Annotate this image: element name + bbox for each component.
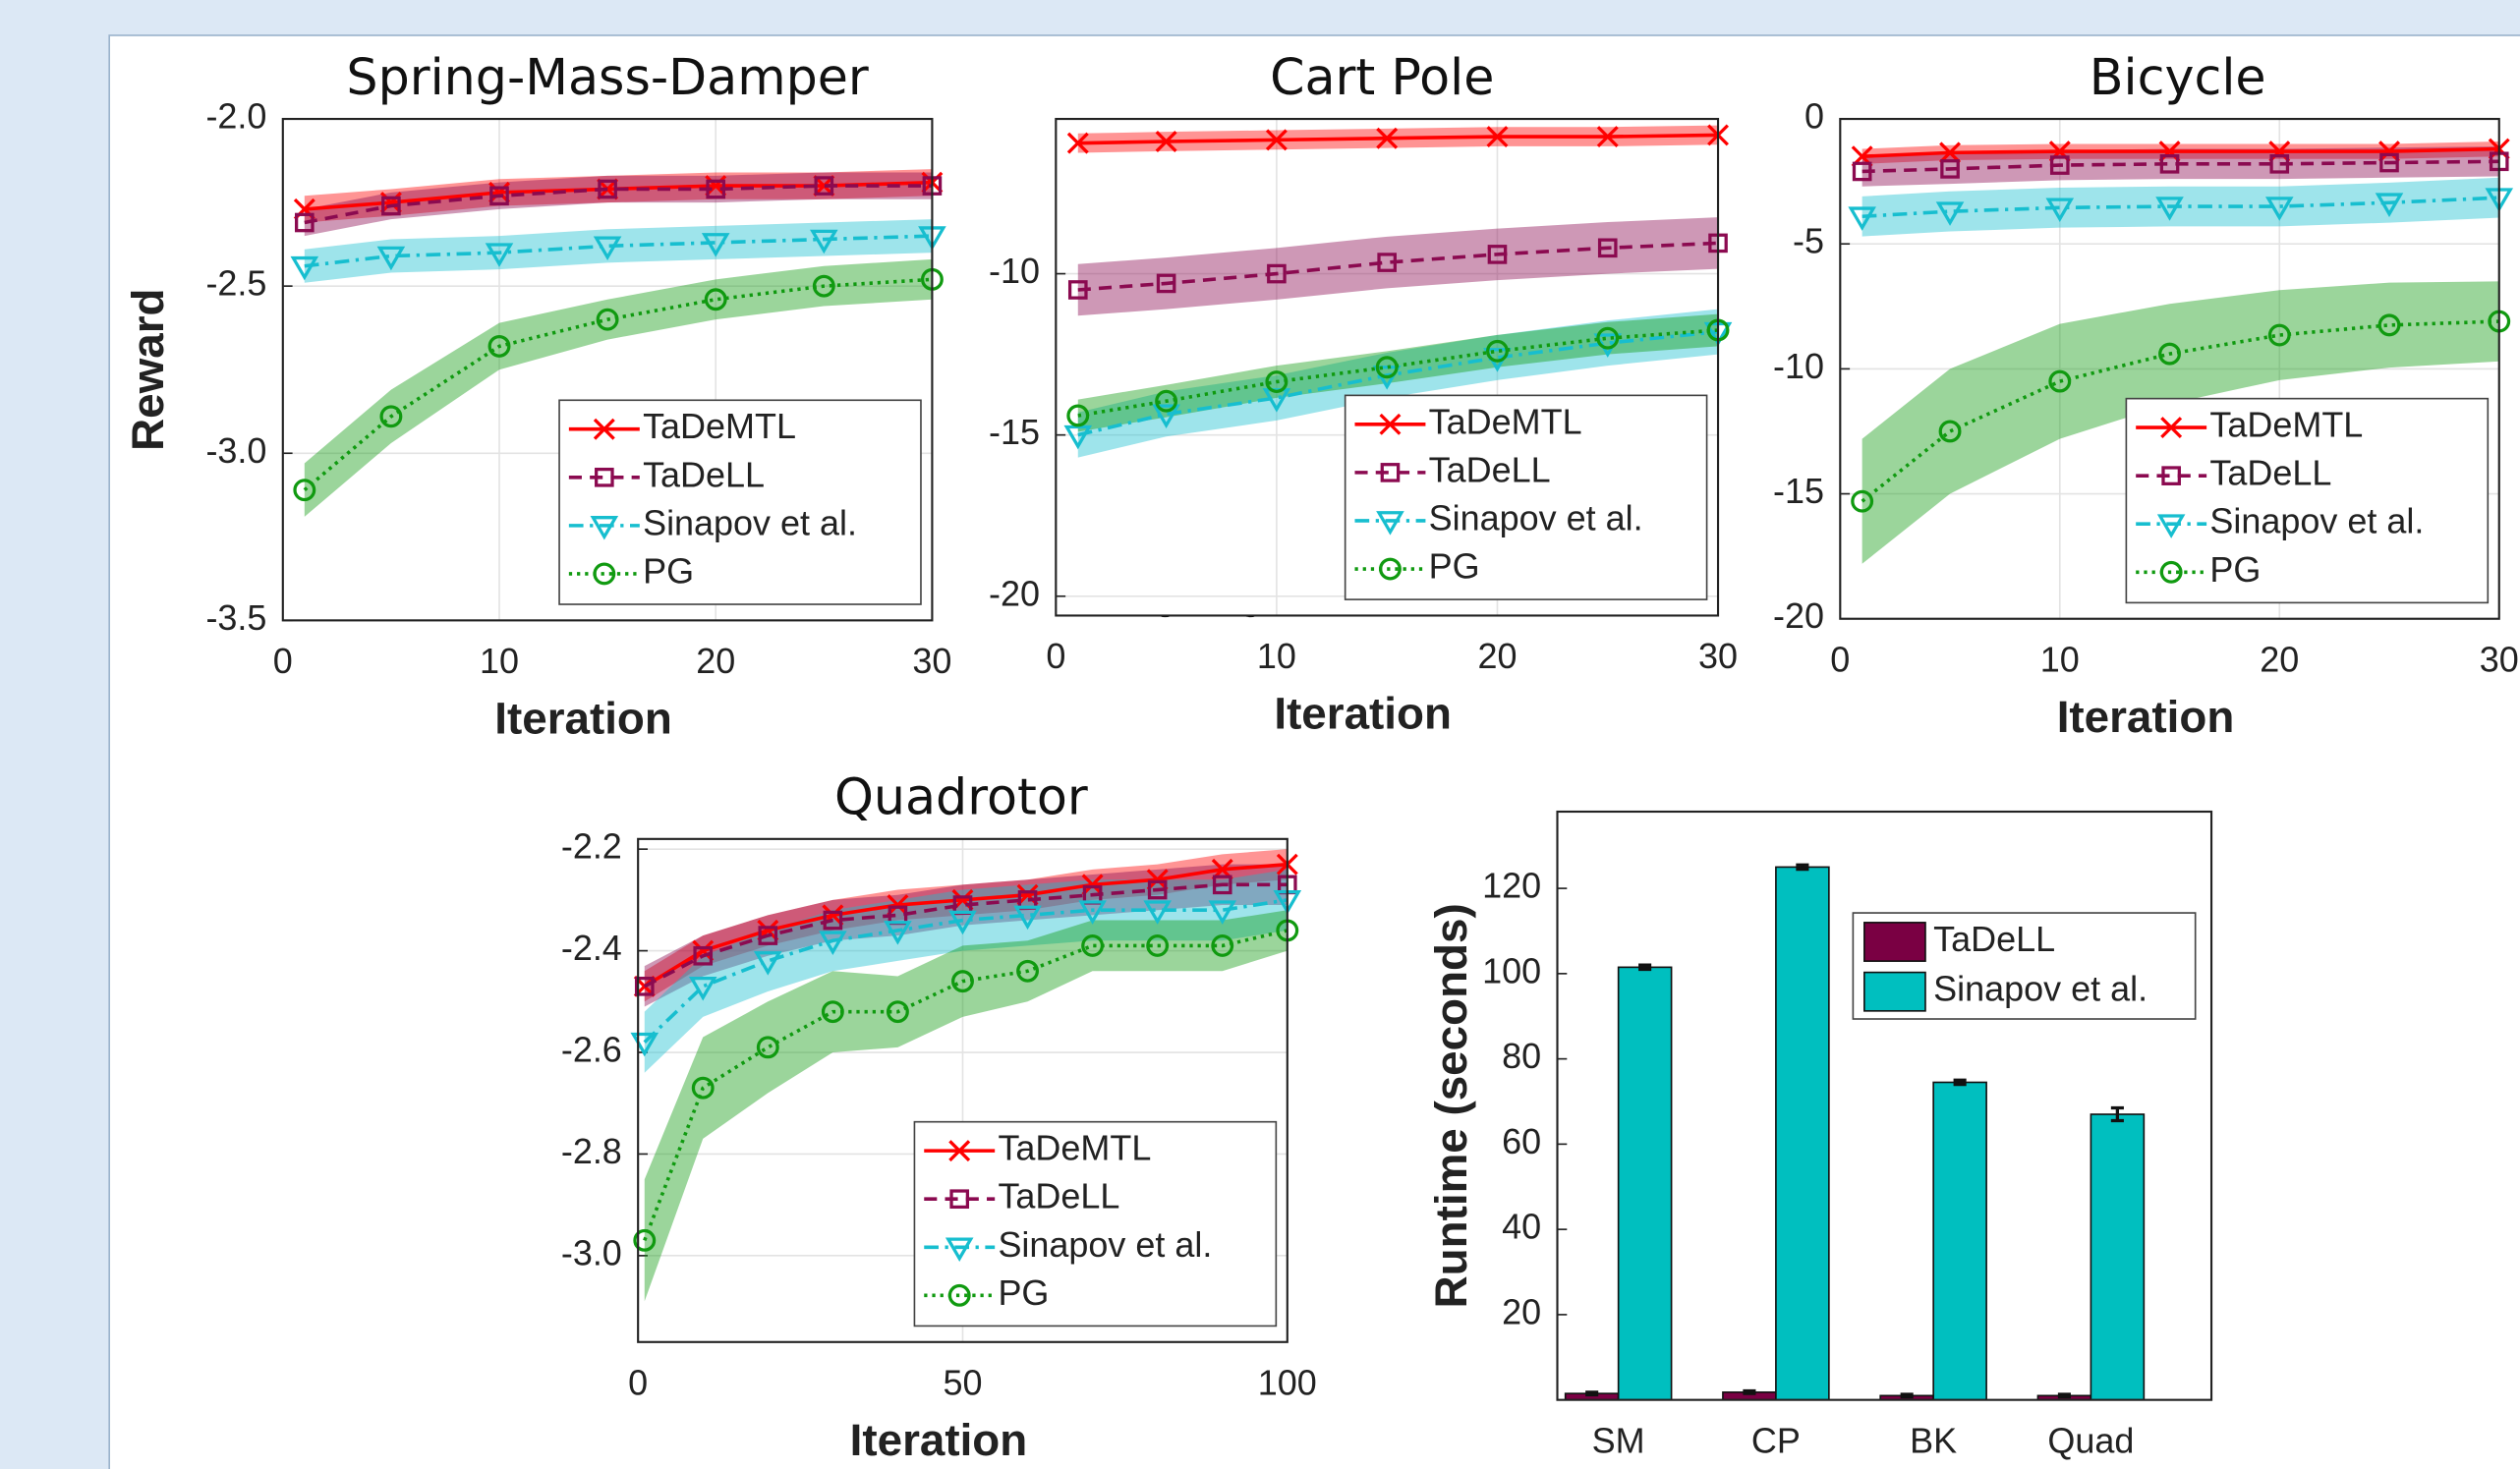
- y-tick-label: 100: [1482, 950, 1541, 990]
- y-tick-label: -3.5: [205, 597, 266, 638]
- legend-label: TaDeMTL: [2209, 405, 2363, 445]
- y-axis-label: Runtime (seconds): [1426, 903, 1476, 1308]
- legend-label: PG: [998, 1272, 1049, 1313]
- chart-title: Quadrotor: [834, 768, 1088, 826]
- chart-title: Bicycle: [2090, 48, 2266, 106]
- error-bar: [2058, 1394, 2071, 1397]
- x-tick-label: 20: [696, 641, 735, 681]
- legend-label: TaDeMTL: [643, 406, 796, 446]
- legend-label: PG: [1429, 546, 1480, 587]
- legend-label: TaDeLL: [643, 454, 765, 494]
- legend-label: PG: [2209, 549, 2261, 590]
- x-tick-label: 10: [1257, 636, 1296, 676]
- y-tick-label: 60: [1502, 1121, 1541, 1161]
- y-tick-label: -10: [989, 251, 1040, 291]
- x-axis-label: Iteration: [1274, 689, 1452, 739]
- legend-label: Sinapov et al.: [1933, 969, 2148, 1009]
- x-tick-label: 0: [628, 1362, 648, 1402]
- error-bar: [1585, 1392, 1598, 1395]
- legend-label: TaDeLL: [2209, 453, 2331, 493]
- y-tick-label: -3.0: [561, 1232, 622, 1272]
- y-tick-label: -20: [989, 573, 1040, 613]
- x-tick-label: 30: [1698, 636, 1738, 676]
- y-tick-label: -10: [1773, 346, 1824, 386]
- y-tick-label: -2.6: [561, 1030, 622, 1070]
- bar: [1776, 867, 1829, 1399]
- y-tick-label: 40: [1502, 1207, 1541, 1247]
- x-tick-label: 30: [912, 641, 951, 681]
- x-tick-label: 0: [1046, 636, 1065, 676]
- x-tick-label: CP: [1751, 1420, 1801, 1460]
- y-tick-label: -2.0: [205, 96, 266, 137]
- x-tick-label: BK: [1910, 1420, 1957, 1460]
- bar: [1933, 1082, 1986, 1399]
- x-tick-label: 30: [2480, 639, 2519, 679]
- legend-label: Sinapov et al.: [1429, 497, 1643, 537]
- bar: [2090, 1114, 2144, 1400]
- legend-label: Sinapov et al.: [643, 502, 857, 542]
- legend-label: TaDeMTL: [998, 1128, 1151, 1168]
- legend-label: TaDeLL: [1933, 919, 2055, 959]
- chart-title: Cart Pole: [1270, 48, 1494, 106]
- x-tick-label: 10: [2040, 639, 2080, 679]
- y-tick-label: -2.5: [205, 263, 266, 304]
- x-tick-label: SM: [1592, 1420, 1645, 1460]
- y-tick-label: -15: [1773, 471, 1824, 511]
- legend-label: Sinapov et al.: [2209, 501, 2424, 541]
- y-tick-label: -20: [1773, 595, 1824, 636]
- x-axis-label: Iteration: [494, 694, 672, 744]
- x-tick-label: 20: [2260, 639, 2299, 679]
- y-tick-label: 0: [1804, 96, 1824, 137]
- y-tick-label: 80: [1502, 1036, 1541, 1076]
- legend-label: TaDeLL: [1429, 449, 1551, 489]
- y-tick-label: -2.4: [561, 928, 622, 968]
- x-tick-label: 0: [1830, 639, 1850, 679]
- x-axis-label: Iteration: [2057, 692, 2235, 742]
- y-tick-label: 20: [1502, 1291, 1541, 1331]
- y-tick-label: -2.8: [561, 1131, 622, 1171]
- y-axis-label: Reward: [123, 288, 173, 450]
- chart-title: Spring-Mass-Damper: [346, 48, 869, 106]
- y-tick-label: -2.2: [561, 826, 622, 867]
- x-tick-label: 100: [1258, 1362, 1317, 1402]
- y-tick-label: -15: [989, 412, 1040, 452]
- figure: -3.5 -3.0 -2.5 -2.0 Reward 0 10 20 30 Spring-Mass…: [0, 0, 2520, 1469]
- x-tick-label: 50: [943, 1362, 982, 1402]
- legend-label: PG: [643, 550, 694, 591]
- x-axis-label: Iteration: [850, 1415, 1028, 1465]
- x-tick-label: Quad: [2047, 1420, 2134, 1460]
- x-tick-label: 0: [273, 641, 293, 681]
- y-tick-label: -3.0: [205, 430, 266, 471]
- bar: [1619, 967, 1672, 1399]
- legend-label: TaDeLL: [998, 1176, 1119, 1216]
- error-bar: [1901, 1394, 1914, 1397]
- x-tick-label: 10: [480, 641, 519, 681]
- y-tick-label: -5: [1793, 221, 1824, 261]
- legend-label: Sinapov et al.: [998, 1224, 1212, 1265]
- legend-patch: [1864, 923, 1925, 961]
- y-tick-label: 120: [1482, 866, 1541, 906]
- error-bar: [1743, 1391, 1755, 1394]
- x-tick-label: 20: [1477, 636, 1517, 676]
- legend-label: TaDeMTL: [1429, 401, 1582, 441]
- legend-patch: [1864, 973, 1925, 1011]
